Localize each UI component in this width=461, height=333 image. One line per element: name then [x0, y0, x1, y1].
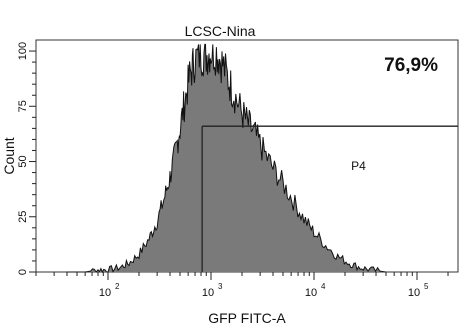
x-tick-label: 10	[202, 287, 214, 299]
x-tick-exponent: 5	[424, 282, 429, 291]
gate-label: P4	[351, 159, 366, 173]
chart-title: LCSC-Nina	[185, 23, 256, 39]
x-tick-exponent: 2	[115, 282, 120, 291]
y-axis-ticks: 0 25 50 75 100	[17, 42, 36, 275]
x-tick-exponent: 4	[321, 282, 326, 291]
x-axis-label: GFP FITC-A	[208, 310, 286, 326]
y-tick-label: 0	[17, 269, 29, 275]
y-tick-label: 25	[17, 211, 29, 223]
histogram-outline	[67, 43, 387, 274]
x-tick-label: 10	[408, 287, 420, 299]
x-tick-label: 10	[99, 287, 111, 299]
y-tick-label: 50	[17, 155, 29, 167]
x-tick-exponent: 3	[218, 282, 223, 291]
gate-percent-label: 76,9%	[384, 55, 438, 76]
x-axis-ticks: 10 2 10 3 10 4 10 5	[35, 272, 449, 299]
y-tick-label: 75	[17, 100, 29, 112]
histogram-fill	[67, 44, 386, 273]
y-tick-label: 100	[17, 42, 29, 60]
x-tick-label: 10	[305, 287, 317, 299]
y-axis-label: Count	[1, 137, 17, 174]
